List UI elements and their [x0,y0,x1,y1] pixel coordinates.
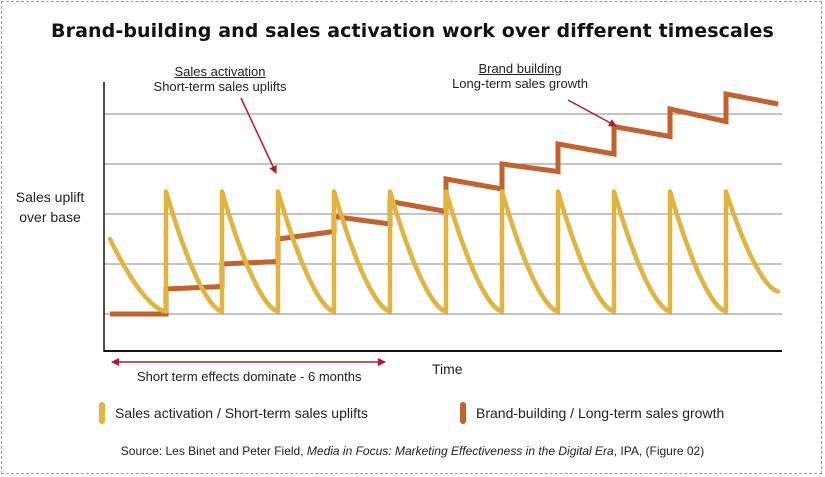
y-axis-label: Sales uplift over base [15,189,85,225]
grid-lines [104,113,782,315]
source-citation: Source: Les Binet and Peter Field, Media… [0,444,825,458]
brand-building-pointer-arrow [567,99,617,127]
sales-activation-annotation: Sales activation Short-term sales uplift… [140,64,300,94]
brand-building-annotation-heading: Brand building [478,61,562,76]
legend-label-sales-activation: Sales activation / Short-term sales upli… [115,405,368,421]
time-range-label: Short term effects dominate - 6 months [137,369,362,384]
sales-activation-series-line [107,189,781,314]
brand-building-annotation-subtext: Long-term sales growth [452,76,588,91]
x-axis-label: Time [432,361,463,377]
legend-label-brand-building: Brand-building / Long-term sales growth [476,405,725,421]
source-title: Media in Focus: Marketing Effectiveness … [306,444,614,458]
legend-item-sales-activation: Sales activation / Short-term sales upli… [99,402,368,424]
source-prefix: Source: Les Binet and Peter Field, [120,444,307,458]
source-suffix: , IPA, (Figure 02) [613,444,705,458]
brand-building-annotation: Brand building Long-term sales growth [440,61,600,91]
chart-title: Brand-building and sales activation work… [51,20,774,42]
sales-activation-annotation-heading: Sales activation [174,64,266,79]
legend-swatch-brand-building [460,402,466,424]
sales-activation-annotation-subtext: Short-term sales uplifts [153,79,287,94]
legend-item-brand-building: Brand-building / Long-term sales growth [460,402,724,424]
sales-activation-pointer-arrow [240,97,277,174]
legend-swatch-sales-activation [99,402,105,424]
